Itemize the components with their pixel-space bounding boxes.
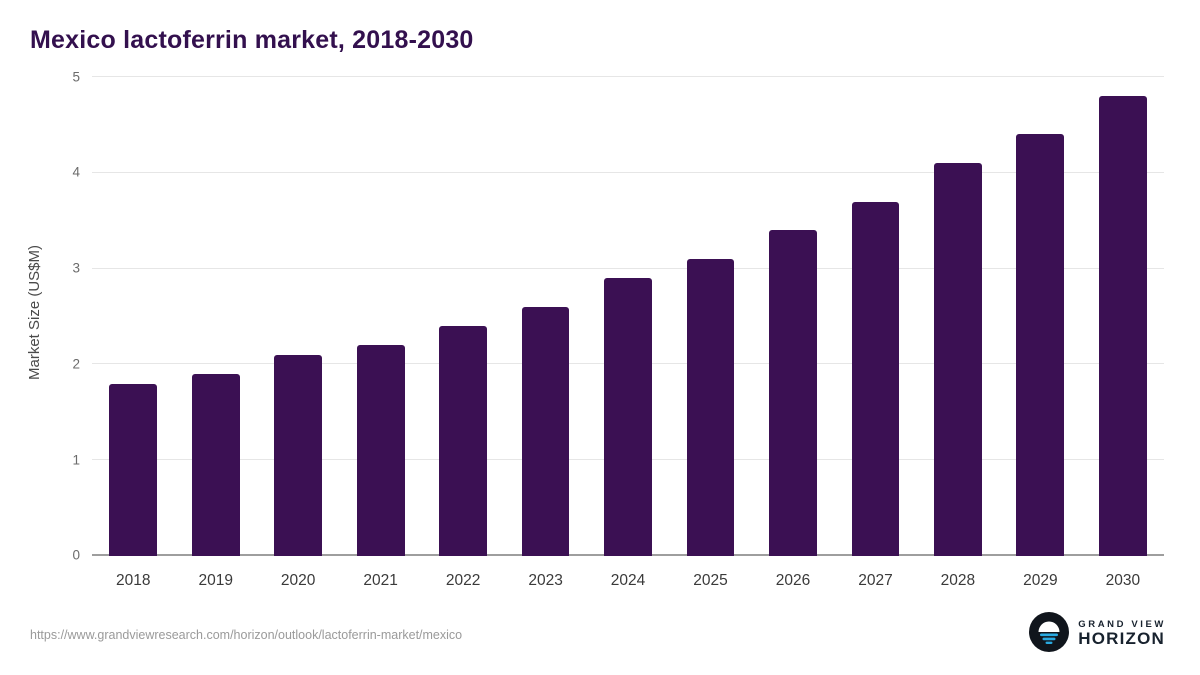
page-title: Mexico lactoferrin market, 2018-2030 bbox=[30, 26, 474, 54]
bar-column bbox=[174, 77, 256, 556]
bars-row bbox=[92, 77, 1164, 556]
x-tick-label: 2018 bbox=[115, 572, 151, 589]
x-tick-label: 2028 bbox=[940, 572, 976, 589]
y-tick-label: 1 bbox=[72, 452, 80, 468]
x-tick-label: 2024 bbox=[610, 572, 646, 589]
bar-column bbox=[999, 77, 1081, 556]
x-tick-label: 2021 bbox=[363, 572, 398, 589]
y-tick-label: 0 bbox=[72, 547, 80, 563]
x-tick-label: 2019 bbox=[198, 572, 233, 589]
x-tick-label: 2026 bbox=[775, 572, 811, 589]
bar-column bbox=[1082, 77, 1164, 556]
bar-column bbox=[587, 77, 669, 556]
bar-column bbox=[669, 77, 751, 556]
bar-column bbox=[504, 77, 586, 556]
y-tick-label: 4 bbox=[72, 164, 80, 180]
x-tick-label: 2023 bbox=[528, 572, 563, 589]
brand-logo: GRAND VIEW HORIZON bbox=[1029, 612, 1166, 657]
x-tick-label: 2030 bbox=[1105, 572, 1141, 589]
x-tick-label: 2020 bbox=[280, 572, 316, 589]
bar-2018 bbox=[109, 383, 158, 556]
gridline: 5 bbox=[72, 69, 1164, 84]
bar-column bbox=[752, 77, 834, 556]
y-tick-label: 5 bbox=[72, 69, 80, 84]
brand-text: GRAND VIEW HORIZON bbox=[1078, 618, 1166, 649]
bar-2028 bbox=[934, 163, 982, 556]
bar-2027 bbox=[851, 201, 900, 556]
footer: https://www.grandviewresearch.com/horizo… bbox=[30, 598, 1166, 657]
x-tick-label: 2027 bbox=[858, 572, 893, 589]
bar-2030 bbox=[1098, 96, 1147, 556]
bar-column bbox=[257, 77, 339, 556]
bar-2019 bbox=[191, 373, 240, 556]
horizon-sun-icon bbox=[1029, 612, 1070, 657]
bar-2022 bbox=[439, 326, 488, 556]
bar-2023 bbox=[521, 306, 570, 556]
bar-column bbox=[834, 77, 916, 556]
x-tick-label: 2025 bbox=[693, 572, 728, 589]
y-axis-title: Market Size (US$M) bbox=[26, 244, 44, 381]
bar-column bbox=[339, 77, 421, 556]
gridline: 4 bbox=[72, 165, 1164, 180]
bar-column bbox=[92, 77, 174, 556]
bar-column bbox=[422, 77, 504, 556]
x-tick-label: 2022 bbox=[445, 572, 481, 589]
x-axis-labels: 2018 2019 2020 2021 2022 2023 2024 2025 2026 2027… bbox=[92, 564, 1164, 598]
source-url: https://www.grandviewresearch.com/horizo… bbox=[30, 627, 463, 642]
y-tick-label: 3 bbox=[72, 260, 80, 276]
bar-2024 bbox=[604, 278, 652, 556]
brand-product: HORIZON bbox=[1078, 629, 1166, 649]
bar-2025 bbox=[686, 259, 735, 556]
brand-name: GRAND VIEW bbox=[1078, 618, 1166, 630]
bar-2021 bbox=[356, 345, 405, 556]
plot-area: 0 1 2 3 4 5 bbox=[72, 69, 1164, 563]
bar-2029 bbox=[1016, 134, 1065, 556]
bar-2020 bbox=[274, 354, 323, 556]
bar-column bbox=[917, 77, 999, 556]
y-tick-label: 2 bbox=[72, 356, 80, 372]
x-tick-label: 2029 bbox=[1023, 572, 1058, 589]
gridline: 3 bbox=[72, 261, 1164, 276]
bar-2026 bbox=[769, 230, 817, 556]
